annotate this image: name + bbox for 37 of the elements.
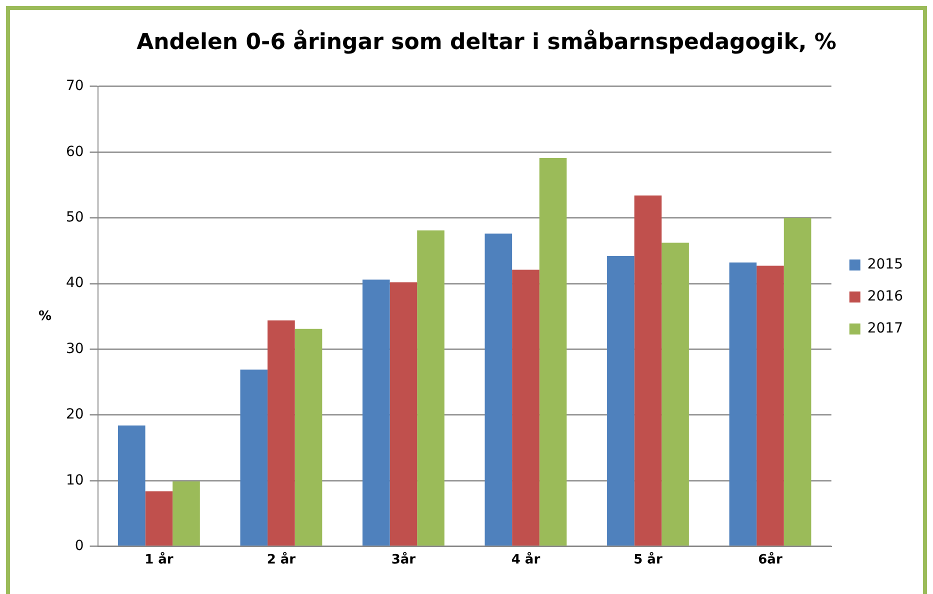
y-tick-label: 40	[66, 275, 84, 292]
bar	[662, 242, 689, 546]
x-tick-label: 1 år	[144, 552, 174, 568]
bar	[512, 270, 540, 546]
y-axis-title: %	[38, 308, 52, 324]
y-tick-label: 0	[74, 538, 84, 554]
y-tick-label: 20	[66, 406, 84, 423]
bar	[362, 280, 390, 546]
bar	[268, 320, 295, 546]
bar	[634, 195, 662, 546]
bar	[294, 328, 322, 546]
x-tick-label: 2 år	[266, 552, 296, 568]
bar	[539, 158, 567, 546]
bar	[607, 256, 634, 546]
bar	[390, 282, 418, 546]
x-tick-label: 4 år	[511, 552, 541, 568]
bar	[756, 266, 784, 546]
bar	[172, 481, 200, 546]
legend-label: 2016	[867, 288, 904, 305]
x-tick-label: 6år	[758, 552, 783, 568]
legend-label: 2017	[867, 320, 904, 337]
y-tick-label: 10	[66, 472, 84, 488]
y-tick-label: 60	[66, 144, 84, 160]
bar	[145, 491, 173, 546]
bar	[240, 370, 268, 546]
bar	[484, 234, 512, 546]
chart-title: Andelen 0-6 åringar som deltar i småbarnspedagogik, %	[136, 28, 836, 55]
bar	[118, 425, 146, 546]
bar	[729, 262, 757, 546]
bar	[417, 230, 444, 546]
y-tick-label: 50	[66, 209, 84, 226]
x-tick-label: 3år	[391, 552, 416, 568]
y-tick-label: 70	[66, 78, 84, 94]
legend-label: 2015	[867, 256, 904, 273]
y-tick-label: 30	[66, 340, 84, 357]
bar	[784, 218, 812, 546]
x-tick-label: 5 år	[634, 552, 663, 568]
